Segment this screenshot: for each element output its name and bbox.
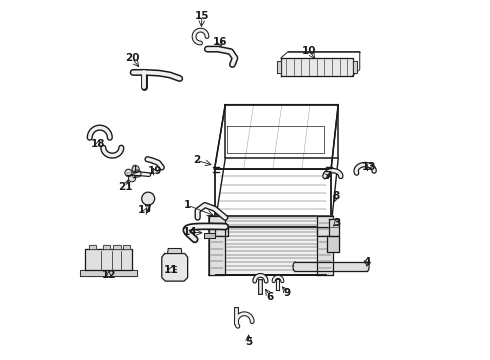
Text: 4: 4 [363, 257, 370, 267]
Circle shape [142, 192, 155, 205]
Polygon shape [329, 220, 339, 235]
Polygon shape [85, 249, 132, 270]
Text: 7: 7 [324, 171, 331, 181]
Text: 20: 20 [125, 53, 139, 63]
Text: 5: 5 [245, 337, 252, 347]
Polygon shape [89, 244, 96, 249]
Text: 14: 14 [183, 227, 198, 237]
Polygon shape [102, 244, 110, 249]
Text: 15: 15 [195, 11, 209, 21]
Polygon shape [276, 61, 281, 73]
Polygon shape [168, 248, 182, 253]
Polygon shape [113, 244, 121, 249]
Polygon shape [281, 58, 353, 76]
Text: 1: 1 [184, 200, 191, 210]
Circle shape [128, 175, 136, 182]
Text: 3: 3 [333, 218, 340, 228]
Text: 18: 18 [91, 139, 105, 149]
Polygon shape [162, 253, 188, 281]
Polygon shape [295, 262, 367, 271]
Polygon shape [123, 244, 130, 249]
Text: 21: 21 [118, 182, 133, 192]
Polygon shape [317, 216, 333, 275]
Text: 6: 6 [267, 292, 274, 302]
Text: 12: 12 [101, 270, 116, 280]
Text: 2: 2 [193, 155, 200, 165]
Polygon shape [209, 216, 333, 275]
Polygon shape [353, 61, 357, 73]
Text: 16: 16 [213, 37, 227, 47]
Polygon shape [204, 233, 215, 238]
Circle shape [134, 170, 141, 177]
Text: 13: 13 [362, 162, 376, 172]
Circle shape [125, 169, 132, 176]
Polygon shape [215, 226, 228, 235]
Circle shape [132, 166, 139, 173]
Polygon shape [80, 270, 137, 276]
Text: 9: 9 [284, 288, 291, 298]
Text: 11: 11 [164, 265, 179, 275]
Polygon shape [327, 235, 339, 252]
Text: 8: 8 [333, 191, 340, 201]
Polygon shape [318, 226, 330, 235]
Text: 10: 10 [302, 46, 317, 56]
Polygon shape [209, 216, 225, 275]
Text: E: E [172, 266, 177, 275]
Text: 17: 17 [138, 206, 152, 216]
Text: 19: 19 [147, 166, 162, 176]
